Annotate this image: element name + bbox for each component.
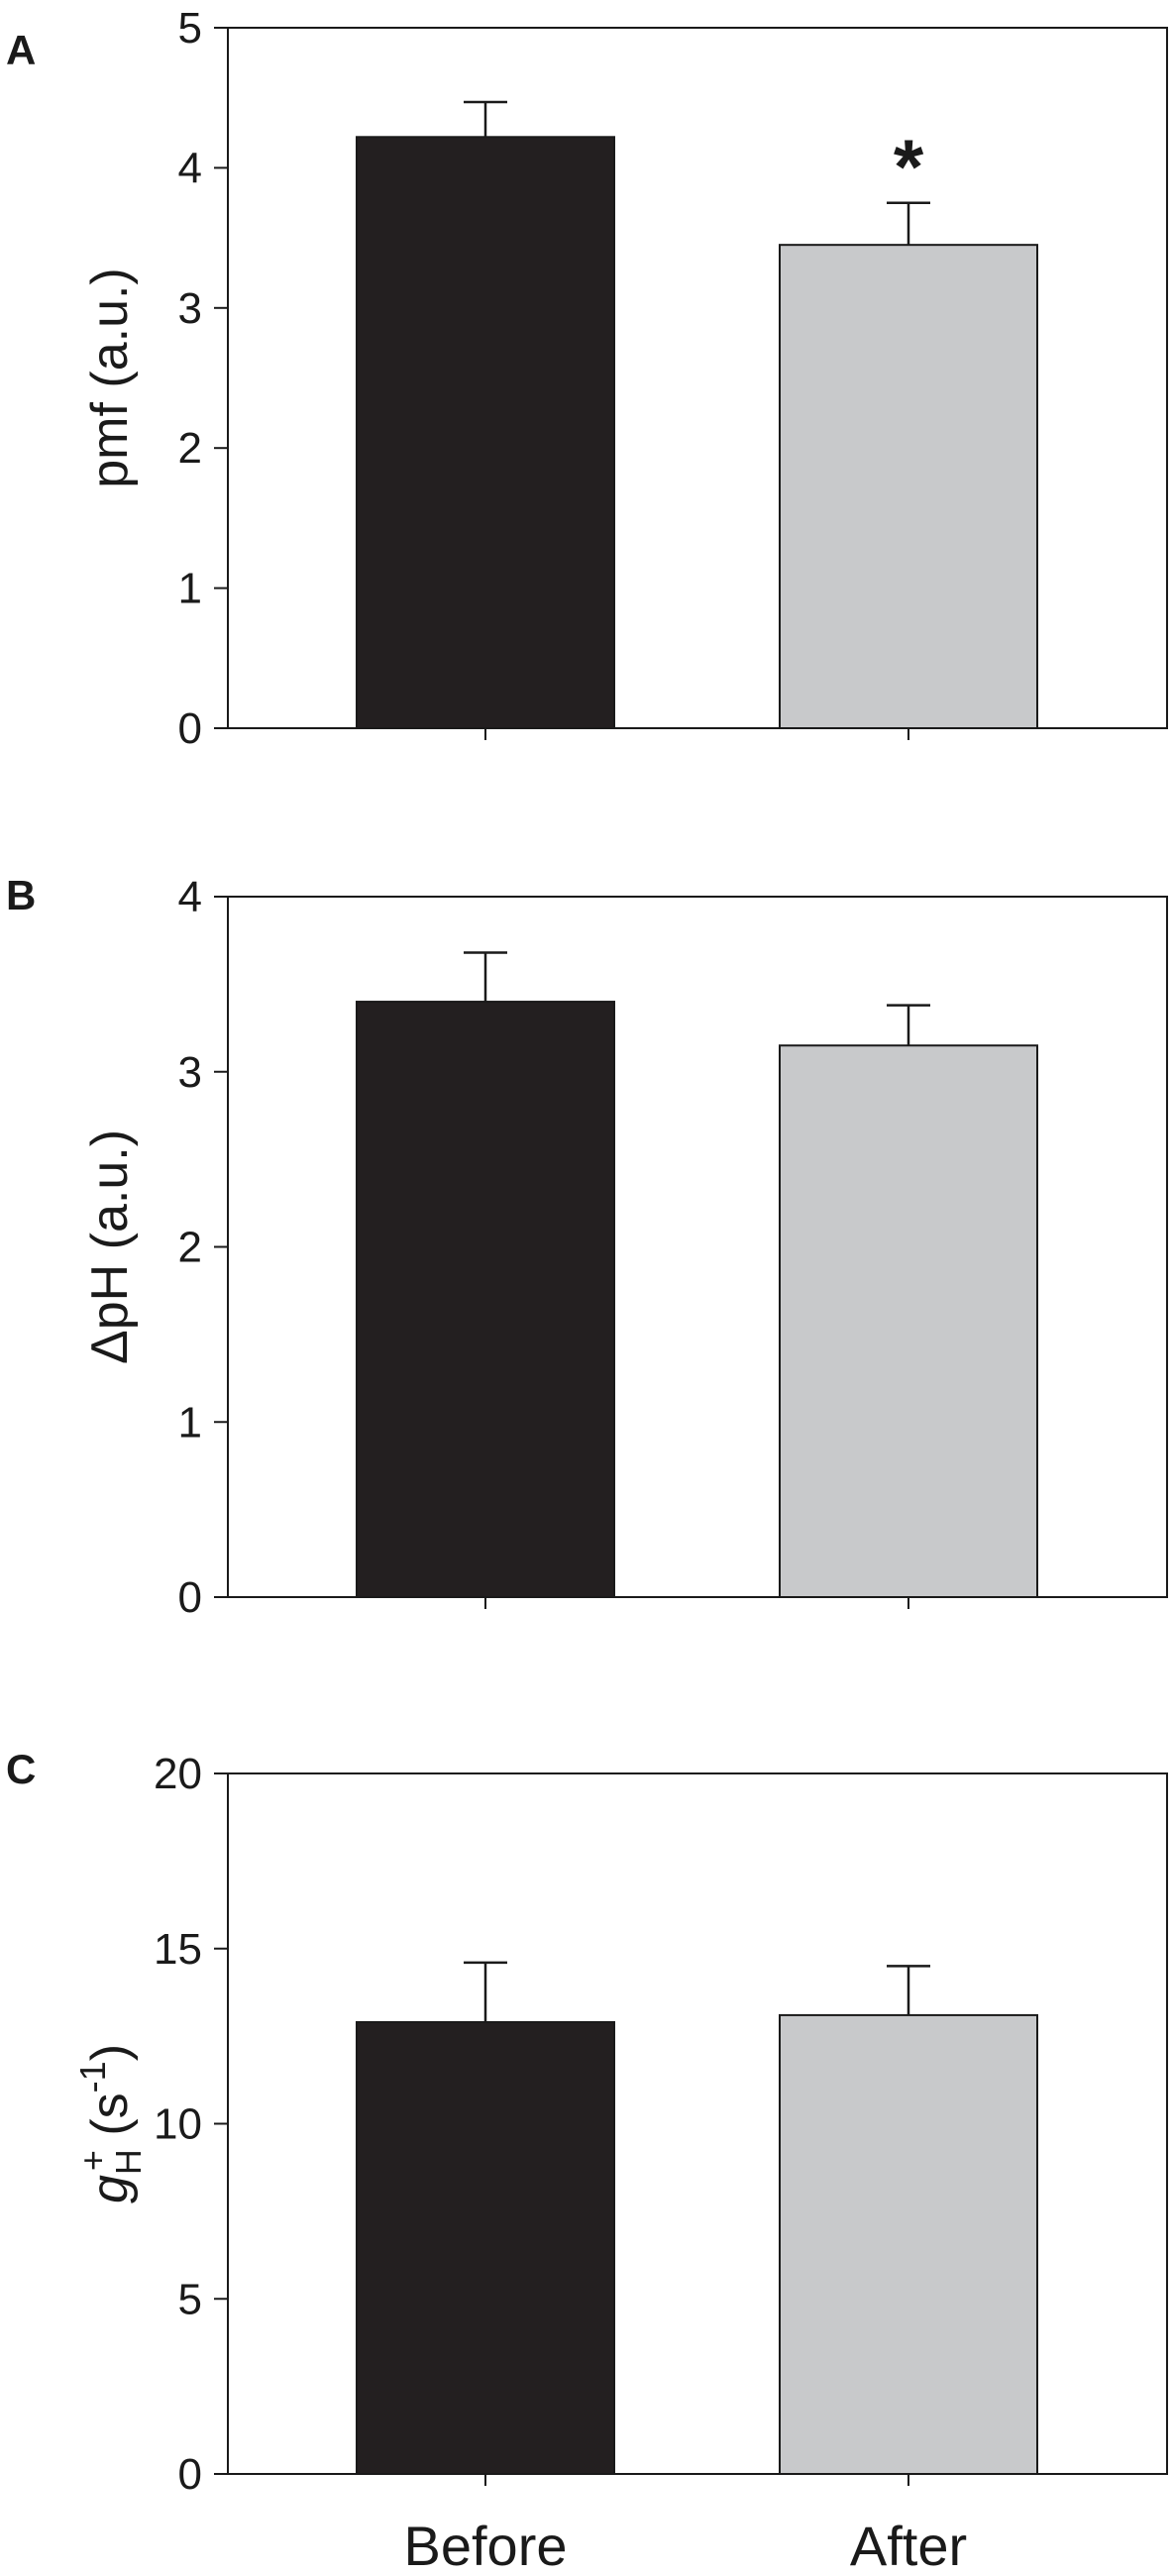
- y-axis-label-c: gH+ (s-1): [72, 2044, 149, 2203]
- y-tick-label-b-1: 1: [178, 1398, 202, 1447]
- y-axis-label-c-unit-open: (s: [81, 2093, 139, 2150]
- x-category-label-after: After: [850, 2515, 967, 2576]
- y-axis-label-b: ΔpH (a.u.): [81, 1129, 139, 1364]
- bar-c-before: [356, 2020, 615, 2475]
- significance-mark-a: *: [894, 123, 924, 210]
- panel-letter-c: C: [6, 1746, 36, 1792]
- y-tick-label-c-5: 5: [178, 2275, 202, 2323]
- bar-c-after: [779, 2013, 1038, 2476]
- y-tick-label-a-1: 1: [178, 565, 202, 613]
- y-tick-label-b-2: 2: [178, 1224, 202, 1272]
- y-tick-label-a-0: 0: [178, 704, 202, 753]
- bar-b-before: [356, 1001, 615, 1598]
- bar-b-after: [779, 1044, 1038, 1599]
- y-axis-label-c-unit-close: ): [81, 2044, 139, 2061]
- x-category-label-before: Before: [404, 2515, 568, 2576]
- y-axis-label-c-sub: H: [108, 2149, 149, 2175]
- y-tick-label-c-0: 0: [178, 2450, 202, 2499]
- y-axis-label-c-unit-sup: -1: [72, 2061, 113, 2093]
- plot-frame-a: [227, 27, 1168, 729]
- bar-a-after: [779, 244, 1038, 729]
- y-tick-label-a-3: 3: [178, 284, 202, 333]
- y-tick-label-a-2: 2: [178, 424, 202, 473]
- y-tick-label-b-3: 3: [178, 1048, 202, 1097]
- y-tick-label-b-4: 4: [178, 873, 202, 921]
- y-axis-label-c-sup: +: [72, 2150, 113, 2171]
- y-tick-label-a-4: 4: [178, 144, 202, 192]
- y-tick-label-c-20: 20: [154, 1750, 202, 1798]
- panel-letter-b: B: [6, 872, 36, 918]
- y-axis-label-a: pmf (a.u.): [81, 268, 139, 488]
- y-axis-label-c-main: g: [81, 2175, 139, 2203]
- y-tick-label-a-5: 5: [178, 4, 202, 53]
- panel-letter-a: A: [6, 27, 36, 73]
- y-tick-label-c-10: 10: [154, 2100, 202, 2149]
- y-tick-label-c-15: 15: [154, 1925, 202, 1974]
- y-tick-label-b-0: 0: [178, 1573, 202, 1622]
- bar-a-before: [356, 136, 615, 730]
